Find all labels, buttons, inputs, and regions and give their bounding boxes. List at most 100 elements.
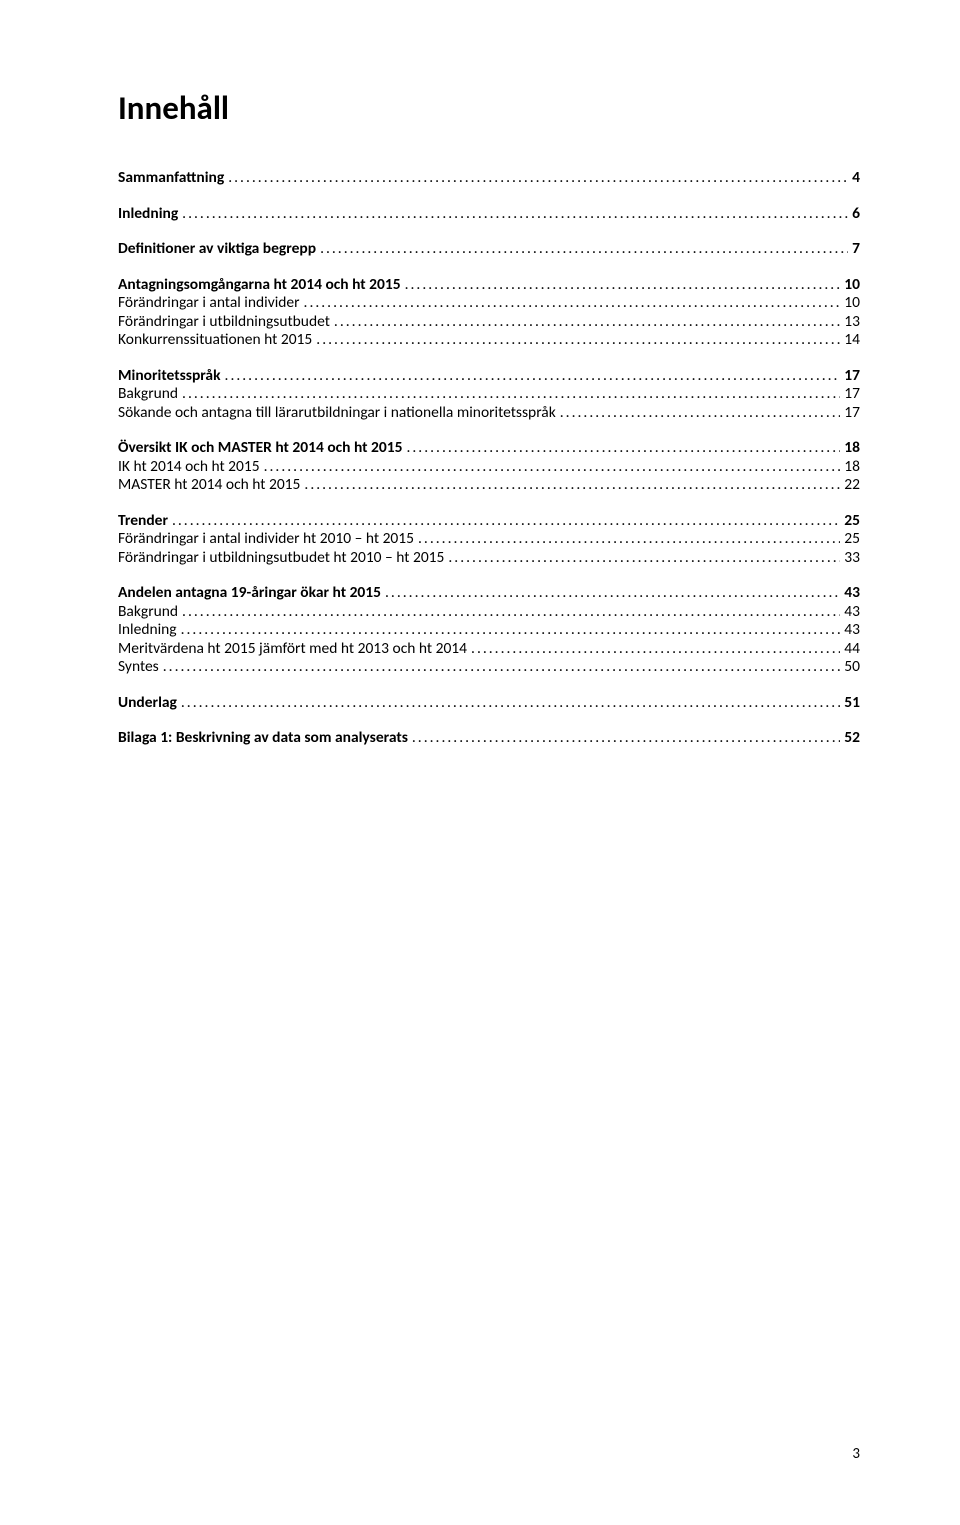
toc-leader-dots: ........................................…: [181, 622, 841, 638]
toc-entry-label: MASTER ht 2014 och ht 2015: [118, 477, 300, 493]
toc-entry-page: 17: [844, 368, 860, 384]
toc-row: Översikt IK och MASTER ht 2014 och ht 20…: [118, 440, 860, 456]
toc-leader-dots: ........................................…: [385, 585, 840, 601]
toc-row: Sammanfattning..........................…: [118, 170, 860, 186]
toc-row: Sökande och antagna till lärarutbildning…: [118, 405, 860, 421]
toc-row: Inledning...............................…: [118, 206, 860, 222]
toc-group: Andelen antagna 19-åringar ökar ht 2015.…: [118, 585, 860, 675]
toc-leader-dots: ........................................…: [163, 659, 841, 675]
toc-row: Minoritetsspråk.........................…: [118, 368, 860, 384]
toc-entry-label: Syntes: [118, 659, 159, 675]
toc-entry-label: Bilaga 1: Beskrivning av data som analys…: [118, 730, 408, 746]
toc-entry-page: 18: [844, 440, 860, 456]
toc-entry-label: Inledning: [118, 206, 178, 222]
toc-group: Definitioner av viktiga begrepp.........…: [118, 241, 860, 257]
toc-row: Meritvärdena ht 2015 jämfört med ht 2013…: [118, 641, 860, 657]
toc-row: IK ht 2014 och ht 2015..................…: [118, 459, 860, 475]
toc-leader-dots: ........................................…: [182, 604, 840, 620]
toc-entry-page: 50: [844, 659, 860, 675]
toc-entry-label: Sammanfattning: [118, 170, 224, 186]
toc-entry-label: Underlag: [118, 695, 177, 711]
toc-row: Konkurrenssituationen ht 2015...........…: [118, 332, 860, 348]
toc-title: Innehåll: [118, 88, 860, 128]
toc-leader-dots: ........................................…: [182, 386, 840, 402]
toc-leader-dots: ........................................…: [182, 206, 848, 222]
toc-group: Underlag................................…: [118, 695, 860, 711]
toc-entry-label: Förändringar i antal individer ht 2010 –…: [118, 531, 414, 547]
toc-group: Trender.................................…: [118, 513, 860, 566]
toc-row: Antagningsomgångarna ht 2014 och ht 2015…: [118, 277, 860, 293]
toc-entry-page: 43: [844, 622, 860, 638]
toc-entry-page: 10: [844, 295, 860, 311]
toc-leader-dots: ........................................…: [304, 477, 840, 493]
toc-entry-label: Sökande och antagna till lärarutbildning…: [118, 405, 556, 421]
toc-entry-page: 14: [844, 332, 860, 348]
toc-row: Bakgrund................................…: [118, 386, 860, 402]
toc-entry-page: 17: [844, 405, 860, 421]
toc-entry-label: Andelen antagna 19-åringar ökar ht 2015: [118, 585, 381, 601]
toc-entry-label: Bakgrund: [118, 604, 178, 620]
toc-leader-dots: ........................................…: [181, 695, 840, 711]
toc-row: Inledning...............................…: [118, 622, 860, 638]
toc-row: Bilaga 1: Beskrivning av data som analys…: [118, 730, 860, 746]
toc-group: Antagningsomgångarna ht 2014 och ht 2015…: [118, 277, 860, 348]
toc-leader-dots: ........................................…: [471, 641, 840, 657]
table-of-contents: Sammanfattning..........................…: [118, 170, 860, 746]
toc-entry-page: 51: [844, 695, 860, 711]
toc-row: Förändringar i antal individer..........…: [118, 295, 860, 311]
toc-entry-label: Inledning: [118, 622, 177, 638]
toc-row: Syntes..................................…: [118, 659, 860, 675]
toc-entry-page: 18: [844, 459, 860, 475]
toc-entry-label: Definitioner av viktiga begrepp: [118, 241, 316, 257]
toc-leader-dots: ........................................…: [448, 550, 840, 566]
toc-row: Förändringar i utbildningsutbudet ht 201…: [118, 550, 860, 566]
toc-entry-page: 6: [852, 206, 860, 222]
toc-row: Förändringar i utbildningsutbudet.......…: [118, 314, 860, 330]
toc-entry-page: 52: [844, 730, 860, 746]
toc-entry-label: Förändringar i utbildningsutbudet: [118, 314, 330, 330]
toc-entry-page: 25: [844, 513, 860, 529]
toc-entry-page: 7: [852, 241, 860, 257]
toc-entry-page: 43: [844, 585, 860, 601]
toc-group: Minoritetsspråk.........................…: [118, 368, 860, 421]
toc-leader-dots: ........................................…: [225, 368, 841, 384]
toc-leader-dots: ........................................…: [264, 459, 841, 475]
toc-entry-page: 17: [844, 386, 860, 402]
toc-group: Inledning...............................…: [118, 206, 860, 222]
toc-row: Förändringar i antal individer ht 2010 –…: [118, 531, 860, 547]
toc-entry-label: Minoritetsspråk: [118, 368, 221, 384]
toc-group: Sammanfattning..........................…: [118, 170, 860, 186]
toc-leader-dots: ........................................…: [304, 295, 841, 311]
toc-entry-page: 44: [844, 641, 860, 657]
toc-leader-dots: ........................................…: [334, 314, 840, 330]
toc-entry-label: Meritvärdena ht 2015 jämfört med ht 2013…: [118, 641, 467, 657]
toc-row: Bakgrund................................…: [118, 604, 860, 620]
toc-leader-dots: ........................................…: [412, 730, 840, 746]
toc-entry-label: Översikt IK och MASTER ht 2014 och ht 20…: [118, 440, 402, 456]
toc-leader-dots: ........................................…: [172, 513, 840, 529]
toc-row: Andelen antagna 19-åringar ökar ht 2015.…: [118, 585, 860, 601]
toc-entry-page: 33: [844, 550, 860, 566]
toc-row: Trender.................................…: [118, 513, 860, 529]
toc-leader-dots: ........................................…: [320, 241, 848, 257]
toc-entry-page: 25: [844, 531, 860, 547]
toc-leader-dots: ........................................…: [228, 170, 848, 186]
toc-entry-page: 13: [844, 314, 860, 330]
toc-entry-page: 22: [844, 477, 860, 493]
toc-leader-dots: ........................................…: [418, 531, 840, 547]
toc-entry-label: Bakgrund: [118, 386, 178, 402]
toc-entry-page: 43: [844, 604, 860, 620]
page-number: 3: [852, 1445, 860, 1463]
toc-leader-dots: ........................................…: [316, 332, 840, 348]
toc-entry-label: Antagningsomgångarna ht 2014 och ht 2015: [118, 277, 401, 293]
toc-entry-label: Förändringar i antal individer: [118, 295, 300, 311]
toc-leader-dots: ........................................…: [405, 277, 841, 293]
toc-leader-dots: ........................................…: [406, 440, 840, 456]
toc-row: Definitioner av viktiga begrepp.........…: [118, 241, 860, 257]
toc-entry-page: 4: [852, 170, 860, 186]
toc-row: MASTER ht 2014 och ht 2015..............…: [118, 477, 860, 493]
toc-entry-label: Trender: [118, 513, 168, 529]
toc-group: Bilaga 1: Beskrivning av data som analys…: [118, 730, 860, 746]
toc-entry-label: Förändringar i utbildningsutbudet ht 201…: [118, 550, 444, 566]
toc-group: Översikt IK och MASTER ht 2014 och ht 20…: [118, 440, 860, 493]
